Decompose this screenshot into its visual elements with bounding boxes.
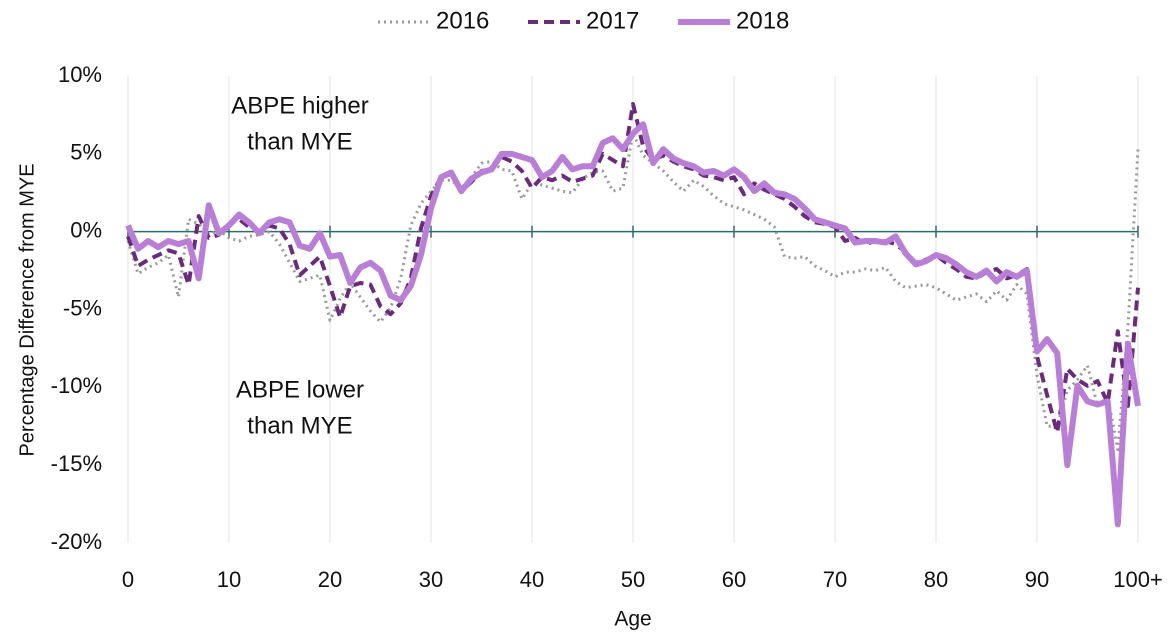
y-tick-label: -20% [51,529,102,554]
x-tick-label: 50 [621,567,645,592]
x-axis-label: Age [614,608,651,631]
x-tick-label: 30 [419,567,443,592]
x-tick-label: 20 [318,567,342,592]
annotation: ABPE lower [236,376,364,403]
y-tick-label: 0% [70,217,102,242]
annotation: ABPE higher [231,92,368,119]
annotation: than MYE [247,128,352,155]
series-line [125,121,1141,528]
y-tick-label: -15% [51,451,102,476]
x-tick-label: 90 [1025,567,1049,592]
x-tick-label: 0 [122,567,134,592]
legend-label: 2017 [586,7,639,34]
y-axis-label: Percentage Difference from MYE [16,163,38,456]
x-tick-label: 80 [924,567,948,592]
y-tick-label: 5% [70,140,102,165]
y-tick-label: 10% [58,62,102,87]
x-tick-label: 40 [520,567,544,592]
series-line [126,102,1140,435]
legend-label: 2016 [436,7,489,34]
legend-label: 2018 [736,7,789,34]
annotation: than MYE [247,412,352,439]
y-tick-label: -10% [51,373,102,398]
y-tick-label: -5% [63,295,102,320]
x-tick-label: 70 [823,567,847,592]
x-tick-label: 100+ [1113,567,1163,592]
x-tick-label: 60 [722,567,746,592]
x-tick-label: 10 [217,567,241,592]
